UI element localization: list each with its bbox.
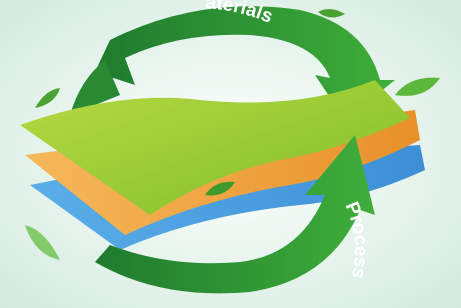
illustration: aterials Process — [0, 0, 461, 308]
page: aterials Process (() => { const data = J… — [0, 0, 461, 308]
